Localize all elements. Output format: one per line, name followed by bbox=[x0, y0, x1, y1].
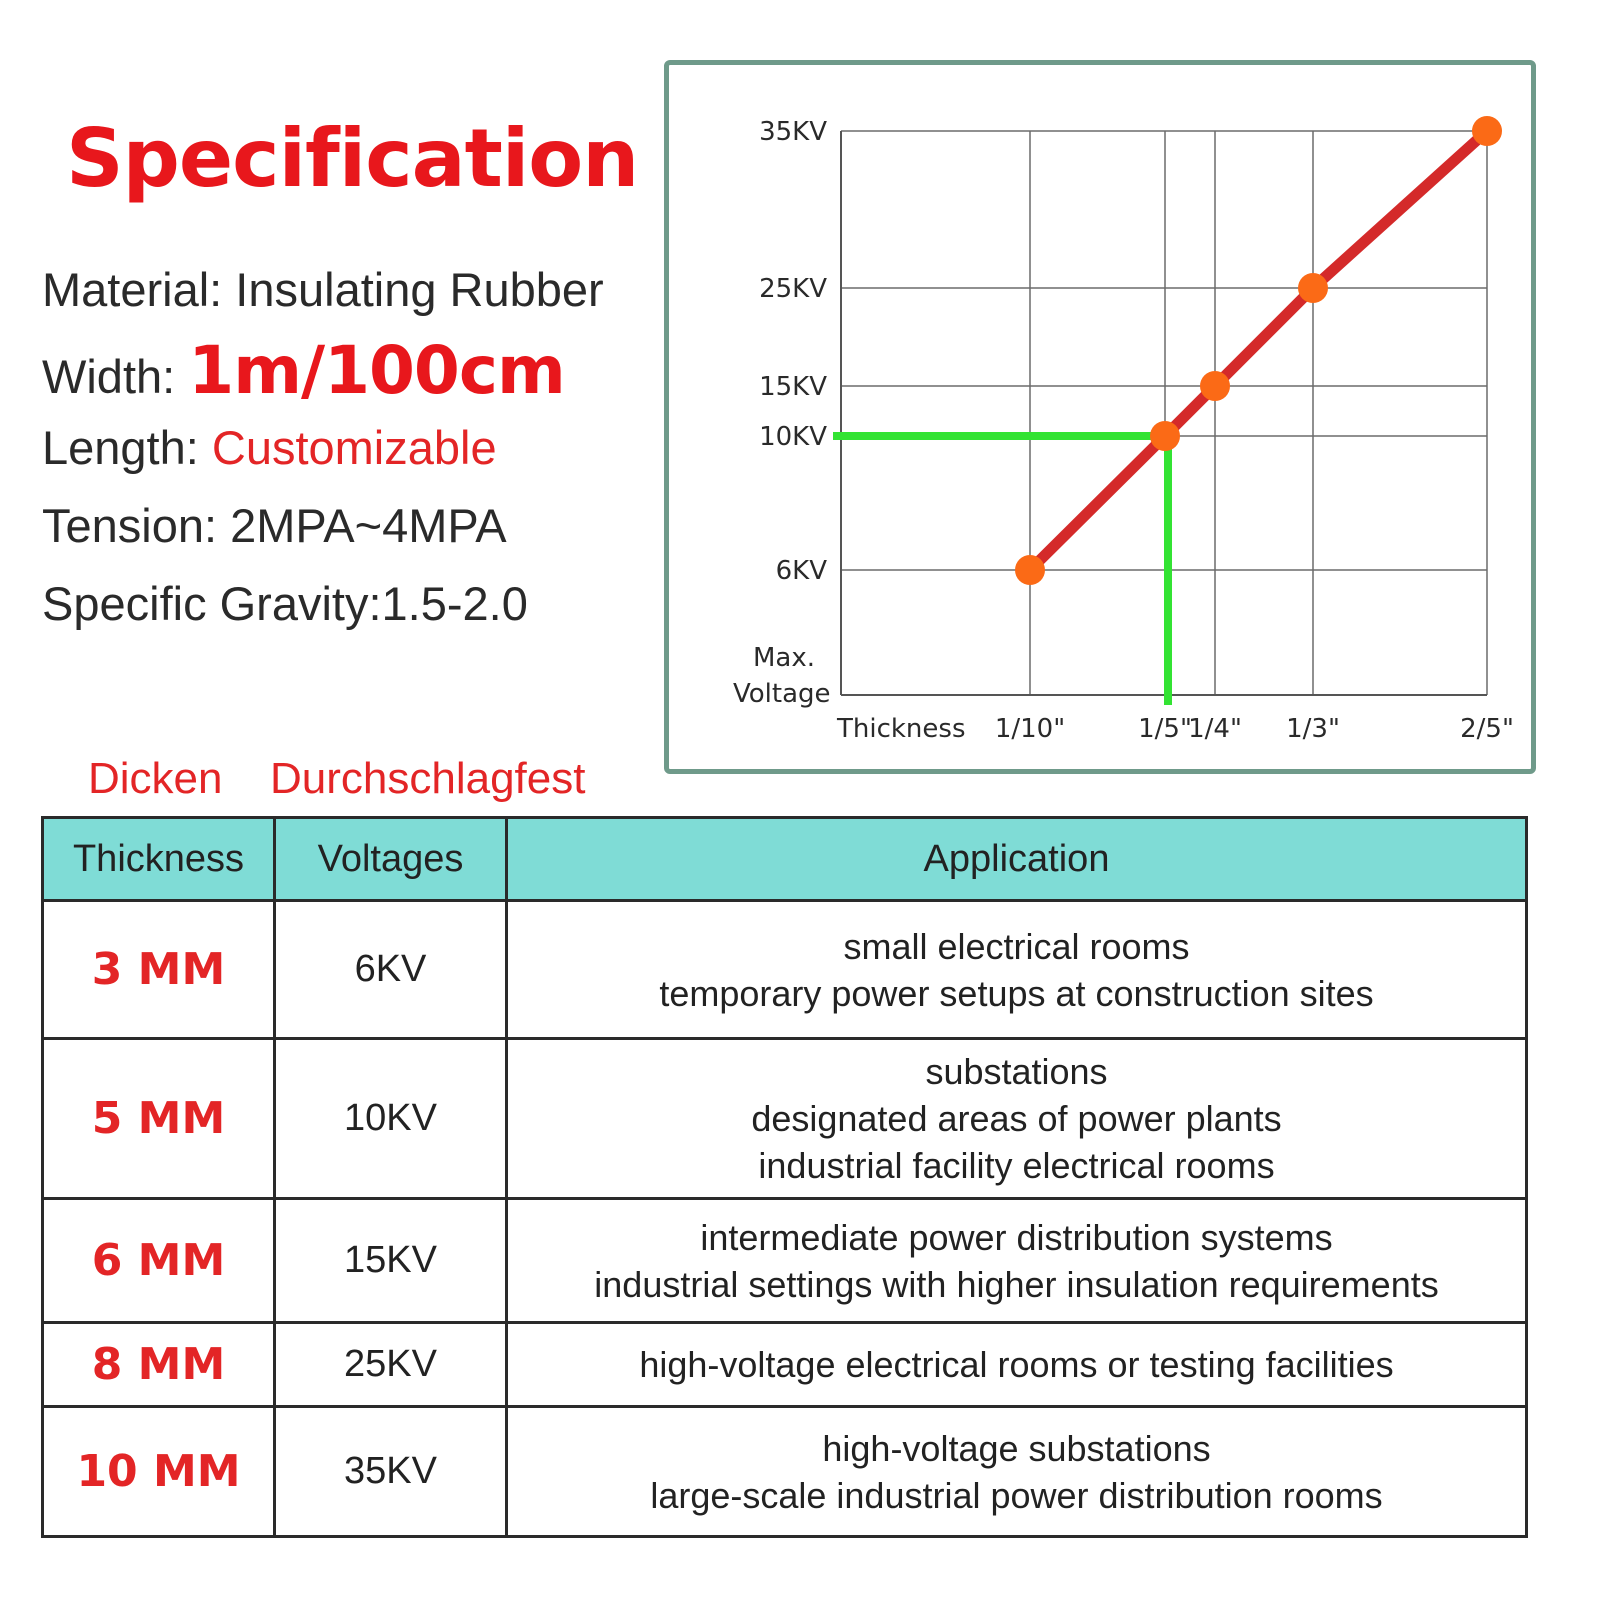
y-tick-label: 25KV bbox=[759, 274, 827, 304]
application-cell: intermediate power distribution systems … bbox=[505, 1197, 1528, 1324]
header-application: Application bbox=[505, 816, 1528, 902]
application-cell: small electrical rooms temporary power s… bbox=[505, 899, 1528, 1040]
spec-table: Thickness Voltages Application 3 MM 6KV … bbox=[41, 816, 1528, 1538]
thickness-cell: 3 MM bbox=[41, 899, 276, 1040]
chart-labels: Max. Voltage Thickness 6KV 10KV 15KV 25KV 35… bbox=[733, 117, 1514, 744]
x-axis-label: Thickness bbox=[836, 714, 966, 744]
application-line: large-scale industrial power distributio… bbox=[650, 1474, 1383, 1516]
application-line: temporary power setups at construction s… bbox=[659, 972, 1374, 1014]
data-point bbox=[1150, 421, 1180, 451]
chart-series bbox=[1015, 116, 1502, 585]
spec-material-label: Material: bbox=[42, 263, 223, 316]
x-tick-label: 1/4" bbox=[1188, 714, 1242, 744]
spec-material: Material: Insulating Rubber bbox=[42, 262, 604, 317]
y-tick-label: 15KV bbox=[759, 372, 827, 402]
spec-gravity-label: Specific Gravity: bbox=[42, 577, 382, 630]
header-thickness: Thickness bbox=[41, 816, 276, 902]
table-row: 6 MM 15KV intermediate power distributio… bbox=[41, 1197, 1528, 1324]
application-line: high-voltage substations bbox=[822, 1427, 1211, 1469]
voltage-cell: 15KV bbox=[273, 1197, 508, 1324]
spec-tension-value: 2MPA~4MPA bbox=[230, 499, 507, 552]
application-line: designated areas of power plants bbox=[751, 1098, 1282, 1139]
voltage-chart: Max. Voltage Thickness 6KV 10KV 15KV 25KV 35… bbox=[733, 116, 1514, 744]
spec-tension: Tension: 2MPA~4MPA bbox=[42, 498, 507, 553]
y-tick-label: 6KV bbox=[776, 556, 828, 586]
x-tick-label: 1/10" bbox=[995, 714, 1065, 744]
data-point bbox=[1200, 371, 1230, 401]
label-dicken: Dicken bbox=[88, 754, 223, 803]
application-cell: high-voltage substations large-scale ind… bbox=[505, 1405, 1528, 1538]
thickness-cell: 8 MM bbox=[41, 1321, 276, 1408]
application-line: substations bbox=[925, 1051, 1108, 1092]
voltage-cell: 6KV bbox=[273, 899, 508, 1040]
x-tick-label: 1/5" bbox=[1138, 714, 1192, 744]
spec-width: Width: 1m/100cm bbox=[42, 332, 566, 409]
application-line: industrial settings with higher insulati… bbox=[594, 1263, 1439, 1305]
header-voltages: Voltages bbox=[273, 816, 508, 902]
application-cell: high-voltage electrical rooms or testing… bbox=[505, 1321, 1528, 1408]
table-row: 5 MM 10KV substations designated areas o… bbox=[41, 1037, 1528, 1200]
thickness-cell: 10 MM bbox=[41, 1405, 276, 1538]
table-row: 8 MM 25KV high-voltage electrical rooms … bbox=[41, 1321, 1528, 1408]
spec-length: Length: Customizable bbox=[42, 420, 497, 475]
thickness-cell: 6 MM bbox=[41, 1197, 276, 1324]
application-cell: substations designated areas of power pl… bbox=[505, 1037, 1528, 1200]
application-line: small electrical rooms bbox=[843, 925, 1190, 967]
y-axis-label-line-2: Voltage bbox=[733, 679, 831, 709]
application-line: high-voltage electrical rooms or testing… bbox=[639, 1344, 1394, 1385]
spec-gravity-value: 1.5-2.0 bbox=[381, 577, 528, 630]
table-header-row: Thickness Voltages Application bbox=[41, 816, 1528, 902]
label-durchschlagfest: Durchschlagfest bbox=[270, 754, 586, 803]
spec-length-label: Length: bbox=[42, 421, 199, 474]
application-line: intermediate power distribution systems bbox=[700, 1216, 1333, 1258]
spec-tension-label: Tension: bbox=[42, 499, 218, 552]
spec-length-value: Customizable bbox=[211, 421, 497, 474]
y-tick-label: 35KV bbox=[759, 117, 827, 147]
x-tick-label: 2/5" bbox=[1460, 714, 1514, 744]
spec-gravity: Specific Gravity:1.5-2.0 bbox=[42, 576, 528, 631]
y-tick-label: 10KV bbox=[759, 422, 827, 452]
thickness-cell: 5 MM bbox=[41, 1037, 276, 1200]
table-row: 3 MM 6KV small electrical rooms temporar… bbox=[41, 899, 1528, 1040]
data-point bbox=[1015, 555, 1045, 585]
y-axis-label-line-1: Max. bbox=[753, 643, 815, 673]
spec-width-value: 1m/100cm bbox=[188, 332, 565, 409]
spec-width-label: Width: bbox=[42, 350, 176, 403]
voltage-cell: 25KV bbox=[273, 1321, 508, 1408]
data-point bbox=[1298, 273, 1328, 303]
series-line bbox=[1024, 125, 1493, 576]
voltage-cell: 35KV bbox=[273, 1405, 508, 1538]
data-point bbox=[1472, 116, 1502, 146]
spec-material-value: Insulating Rubber bbox=[235, 263, 604, 316]
x-tick-label: 1/3" bbox=[1286, 714, 1340, 744]
application-line: industrial facility electrical rooms bbox=[758, 1145, 1275, 1186]
page-title: Specification bbox=[66, 112, 639, 205]
table-row: 10 MM 35KV high-voltage substations larg… bbox=[41, 1405, 1528, 1538]
voltage-chart-frame: Max. Voltage Thickness 6KV 10KV 15KV 25KV 35… bbox=[664, 60, 1536, 774]
voltage-cell: 10KV bbox=[273, 1037, 508, 1200]
